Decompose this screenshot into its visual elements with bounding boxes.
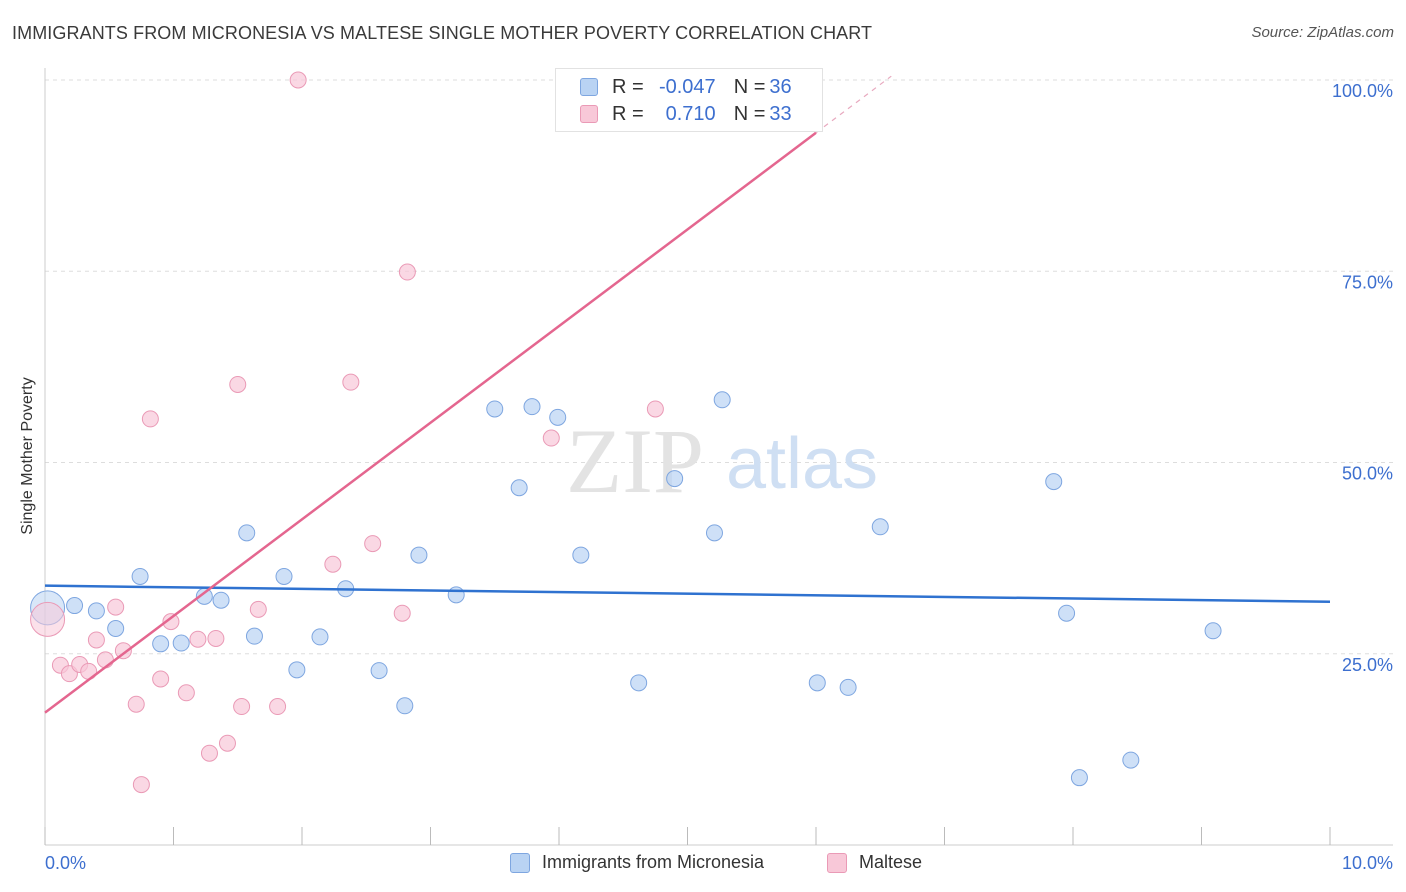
data-point xyxy=(131,567,149,585)
data-point xyxy=(288,661,306,679)
y-tick-label: 50.0% xyxy=(1342,464,1393,484)
data-point xyxy=(542,429,560,447)
data-point xyxy=(630,674,648,692)
data-point xyxy=(646,400,664,418)
data-point xyxy=(172,634,190,652)
data-point xyxy=(1122,751,1140,769)
trend-line-maltese xyxy=(44,131,817,714)
data-point xyxy=(705,524,723,542)
n-label: N = xyxy=(733,75,766,98)
legend-row-micronesia: R = -0.047 N = 36 xyxy=(580,75,799,99)
data-point xyxy=(114,642,132,660)
data-point xyxy=(364,535,382,553)
data-point xyxy=(207,629,225,647)
stats-legend: R = -0.047 N = 36 R = 0.710 N = 33 xyxy=(555,68,823,132)
data-point xyxy=(96,651,114,669)
data-point xyxy=(141,410,159,428)
gridlines xyxy=(45,79,1393,655)
data-point xyxy=(447,586,465,604)
data-point xyxy=(30,601,66,637)
data-point xyxy=(269,698,287,716)
data-point xyxy=(152,670,170,688)
watermark-atlas: atlas xyxy=(726,424,878,504)
data-point xyxy=(510,479,528,497)
trend-extension-maltese xyxy=(815,75,892,134)
bottom-legend-label-maltese: Maltese xyxy=(859,852,923,872)
data-point xyxy=(87,602,105,620)
data-point xyxy=(238,524,256,542)
watermark-zip: ZIP xyxy=(566,410,704,512)
data-point xyxy=(245,627,263,645)
data-point xyxy=(523,398,541,416)
data-point xyxy=(486,400,504,418)
data-point xyxy=(107,598,125,616)
data-point xyxy=(839,678,857,696)
data-point xyxy=(189,630,207,648)
bottom-legend-micronesia: Immigrants from Micronesia xyxy=(510,852,764,873)
bottom-legend-swatch-micronesia xyxy=(510,852,530,873)
data-point xyxy=(398,263,416,281)
data-point xyxy=(572,546,590,564)
data-point xyxy=(396,697,414,715)
chart-title: IMMIGRANTS FROM MICRONESIA VS MALTESE SI… xyxy=(12,23,873,43)
data-point xyxy=(177,684,195,702)
legend-swatch-maltese xyxy=(580,105,598,123)
trend-line-micronesia xyxy=(44,584,1331,603)
r-label: R = xyxy=(612,102,644,125)
data-point xyxy=(871,518,889,536)
data-point xyxy=(370,662,388,680)
x-tick-label: 10.0% xyxy=(1342,853,1393,873)
data-point xyxy=(162,613,180,631)
data-point xyxy=(152,635,170,653)
r-value-maltese: 0.710 xyxy=(665,102,716,125)
y-tick-label: 25.0% xyxy=(1342,655,1393,675)
data-point xyxy=(666,470,684,488)
bottom-legend-label-micronesia: Immigrants from Micronesia xyxy=(542,852,765,872)
legend-row-maltese: R = 0.710 N = 33 xyxy=(580,102,799,126)
n-label: N = xyxy=(733,102,766,125)
data-point xyxy=(127,695,145,713)
data-point xyxy=(393,604,411,622)
data-point xyxy=(275,567,293,585)
source-label: Source: ZipAtlas.com xyxy=(1251,24,1394,41)
watermark: ZIP atlas xyxy=(566,410,878,512)
r-value-micronesia: -0.047 xyxy=(658,75,716,98)
axes xyxy=(44,68,1393,846)
bottom-legend-maltese: Maltese xyxy=(827,852,922,873)
r-label: R = xyxy=(612,75,644,98)
data-point xyxy=(549,408,567,426)
data-point xyxy=(289,71,307,89)
data-point xyxy=(212,591,230,609)
data-point xyxy=(342,373,360,391)
data-point xyxy=(229,375,247,393)
bottom-legend-swatch-maltese xyxy=(827,852,847,873)
n-value-micronesia: 36 xyxy=(769,75,792,98)
data-point xyxy=(410,546,428,564)
n-value-maltese: 33 xyxy=(769,102,792,125)
trend-lines xyxy=(44,75,1331,714)
data-point xyxy=(1058,604,1076,622)
data-point xyxy=(1045,473,1063,491)
data-point xyxy=(218,734,236,752)
x-tick-label: 0.0% xyxy=(45,853,86,873)
data-point xyxy=(311,628,329,646)
data-point xyxy=(808,674,826,692)
data-point xyxy=(132,776,150,794)
data-point xyxy=(713,391,731,409)
data-point xyxy=(249,600,267,618)
data-point xyxy=(200,744,218,762)
data-point xyxy=(87,631,105,649)
data-point xyxy=(1070,769,1088,787)
legend-swatch-micronesia xyxy=(580,78,598,96)
tick-labels: 25.0% 50.0% 75.0% 100.0% 0.0% 10.0% xyxy=(45,81,1393,873)
data-point xyxy=(233,698,251,716)
data-point xyxy=(66,597,84,615)
data-point xyxy=(1204,622,1222,640)
y-tick-label: 75.0% xyxy=(1342,272,1393,292)
y-tick-label: 100.0% xyxy=(1332,81,1393,101)
data-point xyxy=(107,620,125,638)
data-point xyxy=(324,555,342,573)
